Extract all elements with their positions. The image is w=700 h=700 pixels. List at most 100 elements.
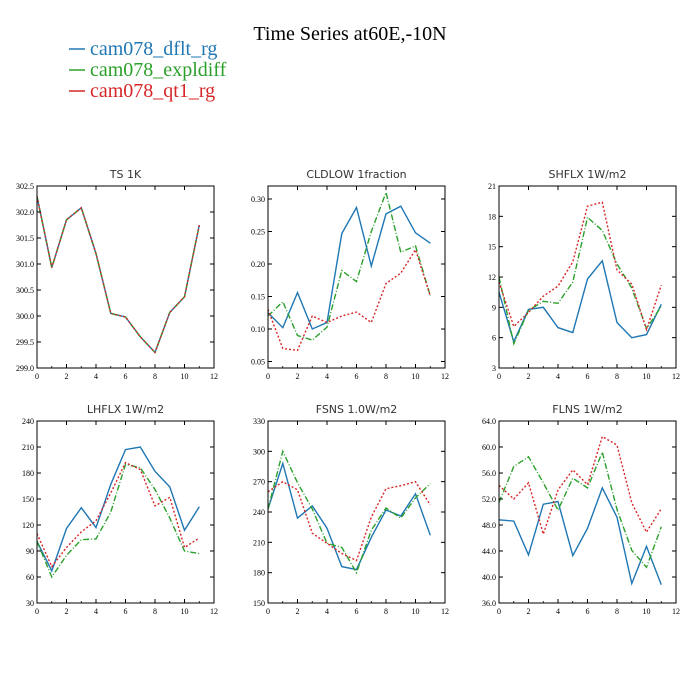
y-tick-label: 21 xyxy=(488,182,496,191)
y-tick-label: 48.0 xyxy=(482,521,496,530)
y-tick-label: 270 xyxy=(253,478,265,487)
panel-title: FLNS 1W/m2 xyxy=(552,403,622,416)
legend-entry: cam078_expldiff xyxy=(69,59,227,81)
series-line xyxy=(37,196,200,354)
panel-title: LHFLX 1W/m2 xyxy=(87,403,164,416)
x-tick-label: 6 xyxy=(124,372,128,381)
x-tick-label: 6 xyxy=(355,607,359,616)
x-tick-label: 8 xyxy=(615,607,619,616)
y-tick-label: 56.0 xyxy=(482,469,496,478)
y-tick-label: 299.0 xyxy=(16,364,34,373)
y-tick-label: 0.15 xyxy=(251,293,265,302)
panel-title: FSNS 1.0W/m2 xyxy=(316,403,398,416)
x-tick-label: 2 xyxy=(65,372,69,381)
x-tick-label: 6 xyxy=(586,607,590,616)
series-line xyxy=(499,215,662,346)
plot-frame xyxy=(36,185,215,369)
y-tick-label: 240 xyxy=(253,508,265,517)
series-line xyxy=(499,435,662,537)
x-tick-label: 6 xyxy=(586,372,590,381)
y-tick-label: 120 xyxy=(22,521,34,530)
y-tick-label: 12 xyxy=(488,273,496,282)
series-line xyxy=(499,259,662,344)
plot-frame xyxy=(267,420,446,604)
y-tick-label: 60 xyxy=(26,573,34,582)
y-tick-label: 210 xyxy=(253,538,265,547)
chart-panel: FLNS 1W/m2 0 2 4 6 8 10 12 36.0 40.0 44.0 48.0 52.0 5… xyxy=(482,403,680,616)
legend-label: cam078_dflt_rg xyxy=(90,38,217,60)
legend-entry: cam078_qt1_rg xyxy=(69,80,215,102)
panel-grid: TS 1K 0 2 4 6 8 10 12 299.0 299.5 300.0 300.5 301.0 3… xyxy=(16,168,680,616)
series-line xyxy=(37,446,200,573)
x-tick-label: 12 xyxy=(672,372,680,381)
x-tick-label: 2 xyxy=(296,607,300,616)
series-line xyxy=(499,486,662,586)
x-tick-label: 8 xyxy=(153,372,157,381)
y-tick-label: 302.5 xyxy=(16,182,34,191)
y-tick-label: 15 xyxy=(488,243,496,252)
series-line xyxy=(268,248,431,352)
y-tick-label: 0.05 xyxy=(251,358,265,367)
plot-frame xyxy=(267,185,446,369)
series-line xyxy=(268,449,431,575)
y-tick-label: 301.5 xyxy=(16,234,34,243)
x-tick-label: 12 xyxy=(441,372,449,381)
y-tick-label: 52.0 xyxy=(482,495,496,504)
y-tick-label: 0.10 xyxy=(251,325,265,334)
x-tick-label: 12 xyxy=(672,607,680,616)
y-tick-label: 9 xyxy=(492,303,496,312)
x-tick-label: 8 xyxy=(153,607,157,616)
x-tick-label: 6 xyxy=(355,372,359,381)
panel-title: TS 1K xyxy=(109,168,142,181)
x-tick-label: 4 xyxy=(325,607,329,616)
y-tick-label: 36.0 xyxy=(482,599,496,608)
series-line xyxy=(499,449,662,569)
x-tick-label: 8 xyxy=(384,372,388,381)
y-tick-label: 240 xyxy=(22,417,34,426)
x-tick-label: 8 xyxy=(384,607,388,616)
panel-title: CLDLOW 1fraction xyxy=(306,168,406,181)
x-tick-label: 10 xyxy=(643,372,651,381)
y-tick-label: 301.0 xyxy=(16,260,34,269)
x-tick-label: 4 xyxy=(556,372,560,381)
y-tick-label: 3 xyxy=(492,364,496,373)
series-line xyxy=(37,196,200,354)
series-line xyxy=(268,480,431,562)
y-tick-label: 150 xyxy=(22,495,34,504)
x-tick-label: 6 xyxy=(124,607,128,616)
x-tick-label: 12 xyxy=(210,372,218,381)
x-tick-label: 10 xyxy=(412,607,420,616)
figure-title: Time Series at60E,-10N xyxy=(253,23,446,45)
x-tick-label: 0 xyxy=(497,607,501,616)
x-tick-label: 10 xyxy=(412,372,420,381)
series-line xyxy=(268,205,431,330)
x-tick-label: 4 xyxy=(94,372,98,381)
y-tick-label: 150 xyxy=(253,599,265,608)
y-tick-label: 299.5 xyxy=(16,338,34,347)
y-tick-label: 0.20 xyxy=(251,260,265,269)
y-tick-label: 40.0 xyxy=(482,573,496,582)
y-tick-label: 180 xyxy=(22,469,34,478)
x-tick-label: 0 xyxy=(266,372,270,381)
y-tick-label: 210 xyxy=(22,443,34,452)
series-line xyxy=(268,190,431,341)
series-line xyxy=(37,463,200,579)
legend-entry: cam078_dflt_rg xyxy=(69,38,217,60)
y-tick-label: 44.0 xyxy=(482,547,496,556)
series-line xyxy=(268,461,431,571)
y-tick-label: 330 xyxy=(253,417,265,426)
x-tick-label: 10 xyxy=(181,607,189,616)
figure-legend: cam078_dflt_rgcam078_expldiffcam078_qt1_… xyxy=(69,38,227,102)
y-tick-label: 90 xyxy=(26,547,34,556)
x-tick-label: 0 xyxy=(35,607,39,616)
plot-frame xyxy=(36,420,215,604)
x-tick-label: 4 xyxy=(94,607,98,616)
x-tick-label: 2 xyxy=(527,607,531,616)
y-tick-label: 30 xyxy=(26,599,34,608)
chart-panel: FSNS 1.0W/m2 0 2 4 6 8 10 12 150 180 210 240 270 300 3… xyxy=(253,403,449,616)
series-line xyxy=(37,196,200,354)
chart-panel: CLDLOW 1fraction 0 2 4 6 8 10 12 0.05 0.10 0.15 0.2… xyxy=(251,168,449,381)
y-tick-label: 0.30 xyxy=(251,195,265,204)
legend-label: cam078_expldiff xyxy=(90,59,227,81)
